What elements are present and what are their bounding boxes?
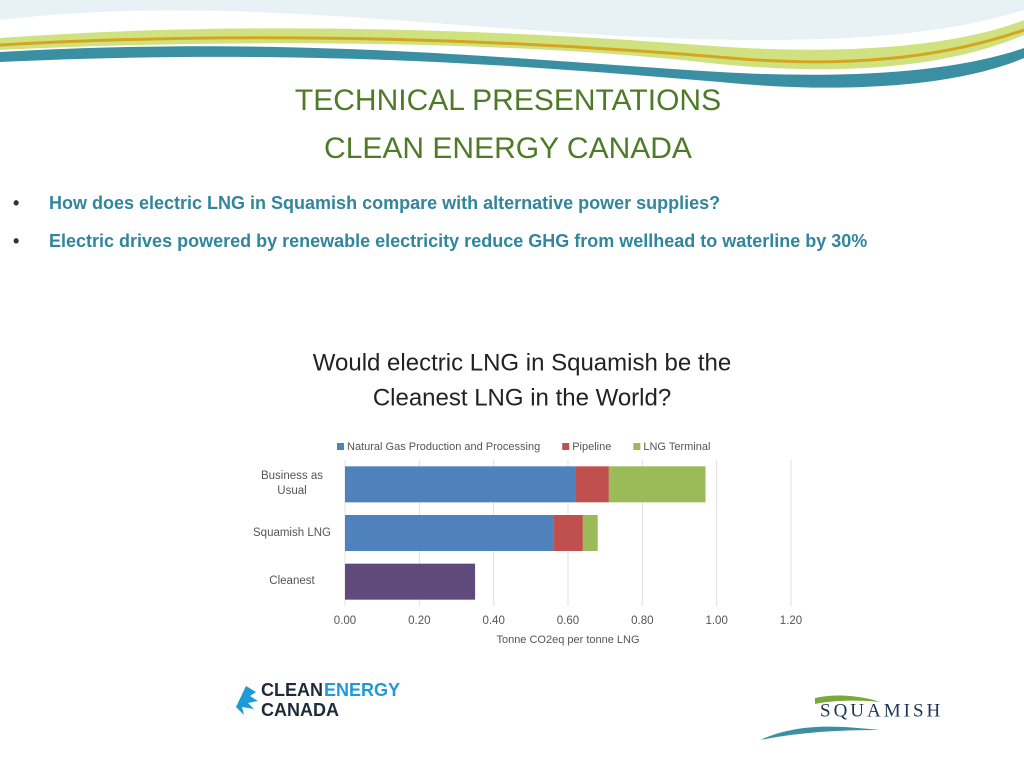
- logo-text: CANADA: [261, 700, 339, 720]
- y-tick-label: Business as Usual: [260, 470, 323, 498]
- x-tick-label: 0.80: [631, 615, 653, 627]
- x-tick-label: 0.00: [334, 615, 356, 627]
- legend-swatch: [633, 443, 641, 450]
- legend-swatch: [337, 443, 344, 450]
- bullet: Electric drives powered by renewable ele…: [13, 226, 999, 256]
- swoosh: [0, 28, 1024, 64]
- x-tick-label: 1.00: [705, 615, 727, 627]
- bar-segment: [575, 466, 609, 503]
- legend-swatch: [562, 443, 570, 450]
- bar-segment: [582, 515, 598, 551]
- slide-title: TECHNICAL PRESENTATIONS: [295, 84, 721, 117]
- legend-label: LNG Terminal: [643, 441, 710, 453]
- legend-label: Natural Gas Production and Processing: [347, 441, 540, 453]
- logo-text: ENERGY: [324, 680, 400, 700]
- x-tick-label: 0.20: [408, 615, 430, 627]
- x-tick-label: 0.60: [557, 615, 579, 627]
- bar-segment: [608, 466, 706, 503]
- logo-text: CLEAN: [261, 680, 323, 700]
- bullet: How does electric LNG in Squamish compar…: [13, 188, 999, 218]
- y-tick-label: Cleanest: [269, 575, 315, 588]
- chart-title: Would electric LNG in Squamish be the: [313, 349, 731, 376]
- chart-title: Cleanest LNG in the World?: [373, 384, 671, 411]
- swoosh: [0, 46, 1024, 88]
- bar-segment: [553, 515, 583, 551]
- bar-segment: [345, 466, 576, 503]
- swoosh: [0, 0, 1024, 40]
- slide-title: CLEAN ENERGY CANADA: [324, 132, 692, 165]
- y-tick-label: Squamish LNG: [253, 526, 331, 539]
- logo-leaf: [236, 686, 258, 715]
- logo-swoosh: [815, 695, 880, 704]
- legend-label: Pipeline: [572, 441, 611, 453]
- x-tick-label: 0.40: [482, 615, 504, 627]
- logo-swoosh: [760, 726, 880, 740]
- x-axis-title: Tonne CO2eq per tonne LNG: [496, 634, 639, 646]
- logo-text: SQUAMISH: [820, 700, 943, 721]
- bar-segment: [345, 515, 554, 551]
- x-tick-label: 1.20: [780, 615, 802, 627]
- bar-segment: [345, 563, 476, 600]
